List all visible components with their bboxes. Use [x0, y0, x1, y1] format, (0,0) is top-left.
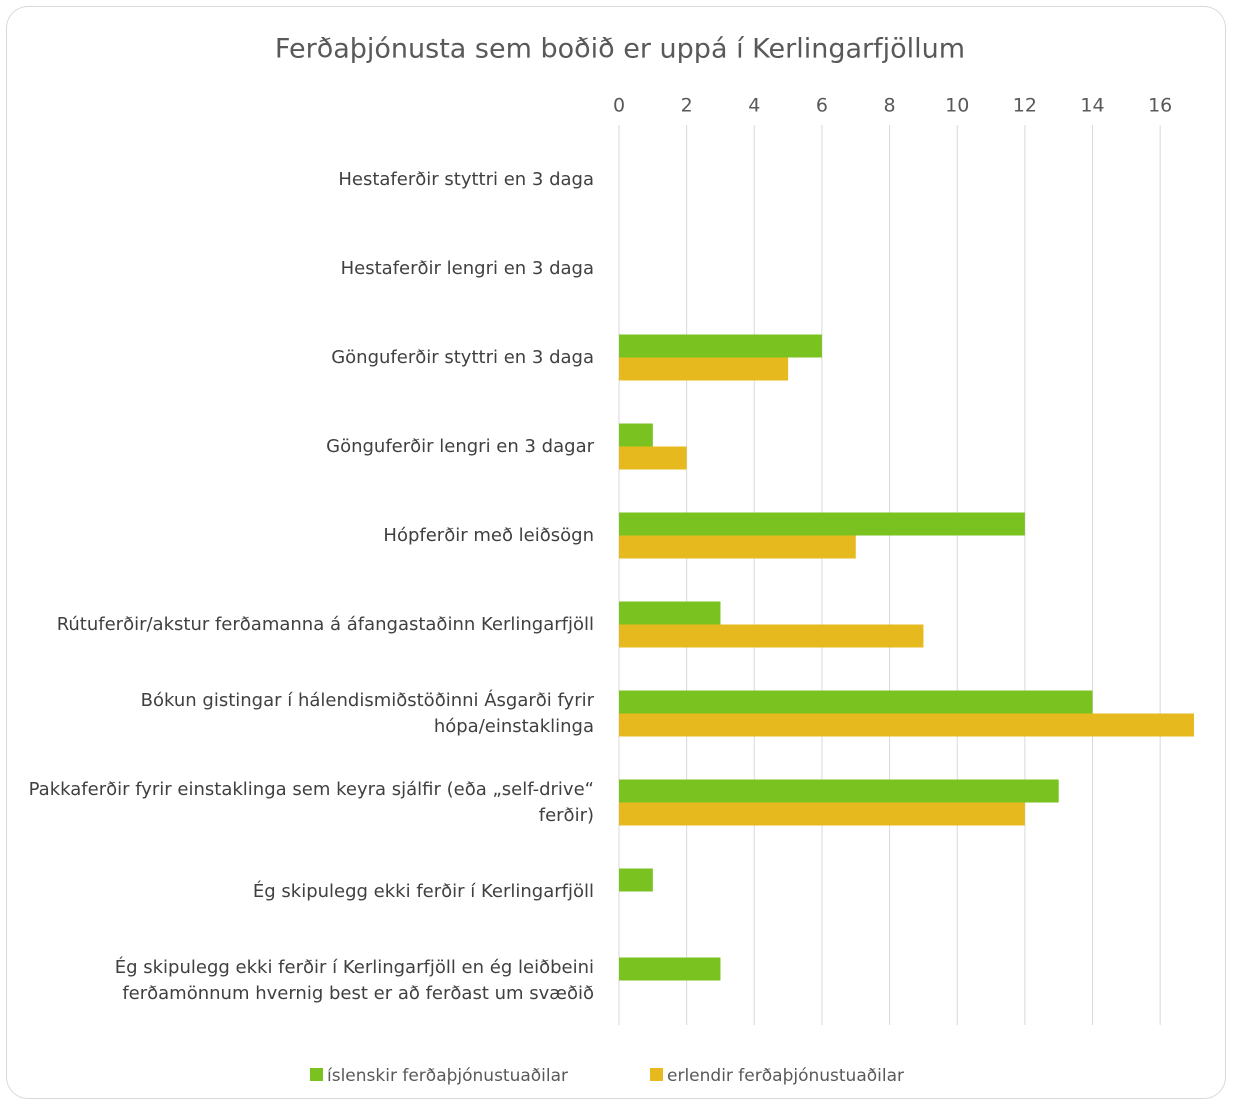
- y-tick-label: Gönguferðir lengri en 3 dagar: [326, 435, 594, 457]
- legend-swatch: [310, 1068, 323, 1081]
- legend-swatch: [650, 1068, 663, 1081]
- bar: [619, 512, 1025, 536]
- y-tick-label: Hestaferðir styttri en 3 daga: [338, 168, 594, 190]
- y-tick-label: Bókun gistingar í hálendismiðstöðinni Ás…: [140, 689, 594, 737]
- x-tick-label: 6: [816, 95, 828, 117]
- bar: [619, 957, 721, 981]
- bar: [619, 624, 924, 648]
- x-tick-label: 2: [681, 95, 693, 117]
- x-tick-label: 4: [748, 95, 760, 117]
- y-tick-label: Hestaferðir lengri en 3 daga: [340, 257, 594, 279]
- bar: [619, 601, 721, 625]
- bar: [619, 868, 653, 892]
- legend-label: erlendir ferðaþjónustuaðilar: [667, 1066, 904, 1086]
- x-tick-label: 8: [884, 95, 896, 117]
- bar: [619, 802, 1025, 826]
- x-tick-label: 10: [945, 95, 969, 117]
- bar: [619, 535, 856, 559]
- x-tick-label: 14: [1080, 95, 1104, 117]
- y-tick-label: Ég skipulegg ekki ferðir í Kerlingarfjöl…: [114, 956, 594, 1004]
- y-tick-label: Pakkaferðir fyrir einstaklinga sem keyra…: [28, 778, 594, 826]
- bar: [619, 334, 822, 358]
- y-tick-label: Ég skipulegg ekki ferðir í Kerlingarfjöl…: [252, 880, 594, 902]
- bar: [619, 423, 653, 447]
- x-tick-label: 16: [1148, 95, 1172, 117]
- bar: [619, 713, 1194, 737]
- bar: [619, 779, 1059, 803]
- y-tick-label: Hópferðir með leiðsögn: [383, 524, 594, 546]
- bar: [619, 690, 1093, 714]
- chart-title: Ferðaþjónusta sem boðið er uppá í Kerlin…: [275, 34, 965, 65]
- chart-card: [6, 6, 1226, 1099]
- bar: [619, 357, 789, 381]
- legend-label: íslenskir ferðaþjónustuaðilar: [327, 1066, 568, 1086]
- x-tick-label: 12: [1013, 95, 1037, 117]
- bar: [619, 446, 687, 470]
- x-tick-label: 0: [613, 95, 625, 117]
- y-tick-label: Rútuferðir/akstur ferðamanna á áfangasta…: [56, 613, 594, 635]
- y-tick-label: Gönguferðir styttri en 3 daga: [331, 346, 594, 368]
